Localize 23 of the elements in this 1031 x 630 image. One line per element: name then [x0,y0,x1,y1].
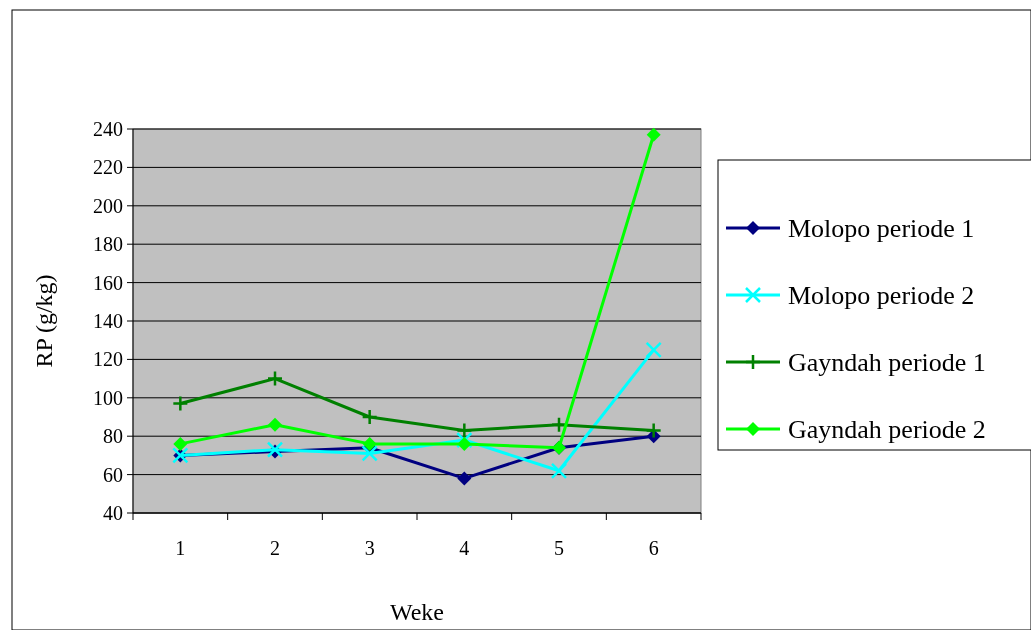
x-tick-label: 3 [364,537,375,559]
y-axis-title: RP (g/kg) [31,274,57,368]
y-tick-label: 240 [93,118,123,140]
y-tick-label: 40 [103,502,123,524]
x-tick-label: 4 [459,537,470,559]
x-tick-label: 1 [175,537,186,559]
y-tick-label: 100 [93,386,123,409]
y-tick-label: 200 [93,194,123,217]
y-tick-label: 120 [93,348,123,371]
legend-label: Gayndah periode 1 [788,348,986,378]
y-tick-label: 80 [103,425,123,448]
legend-label: Gayndah periode 2 [788,415,986,445]
y-tick-label: 220 [93,156,123,179]
legend-label: Molopo periode 1 [788,214,975,244]
x-tick-label: 5 [554,537,564,559]
x-tick-label: 6 [648,537,659,559]
legend-label: Molopo periode 2 [788,281,975,311]
y-tick-label: 60 [103,463,123,486]
x-axis-title: Weke [389,599,445,625]
y-tick-label: 160 [93,271,123,294]
y-tick-label: 140 [93,310,123,332]
y-tick-label: 180 [93,233,123,256]
x-tick-label: 2 [270,537,280,559]
